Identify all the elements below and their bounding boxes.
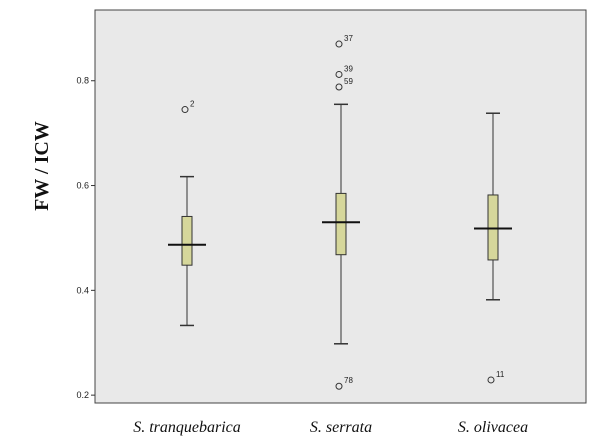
x-category-label: S. olivacea [458,419,528,436]
x-category-label: S. tranquebarica [133,419,241,436]
outlier-point [487,376,495,384]
box-series: 2 37 39 59 78 11 [168,34,512,390]
y-axis-label: FW / ICW [31,121,53,211]
x-category-label: S. serrata [310,419,372,436]
outlier-label: 2 [190,100,195,109]
y-tick-label: 0.2 [76,390,89,400]
y-tick-label: 0.6 [76,181,89,191]
box-group: 2 [168,100,206,327]
y-axis-ticks: 0.2 0.4 0.6 0.8 [76,76,95,400]
outlier-label: 39 [344,64,353,73]
outlier-label: 11 [496,370,505,379]
outlier-point [335,83,343,91]
iqr-box [335,192,347,256]
x-axis-categories: S. tranquebarica S. serrata S. olivacea [133,419,528,436]
outlier-point [181,106,189,114]
outlier-point [335,40,343,48]
outlier-label: 59 [344,77,353,86]
iqr-box [487,194,499,261]
outlier-label: 78 [344,376,353,385]
box-group: 37 39 59 78 [322,34,360,390]
outlier-label: 37 [344,34,353,43]
outlier-point [335,382,343,390]
box-group: 11 [474,112,512,384]
y-tick-label: 0.4 [76,285,89,295]
y-tick-label: 0.8 [76,76,89,86]
outlier-point [335,70,343,78]
iqr-box [181,215,193,266]
